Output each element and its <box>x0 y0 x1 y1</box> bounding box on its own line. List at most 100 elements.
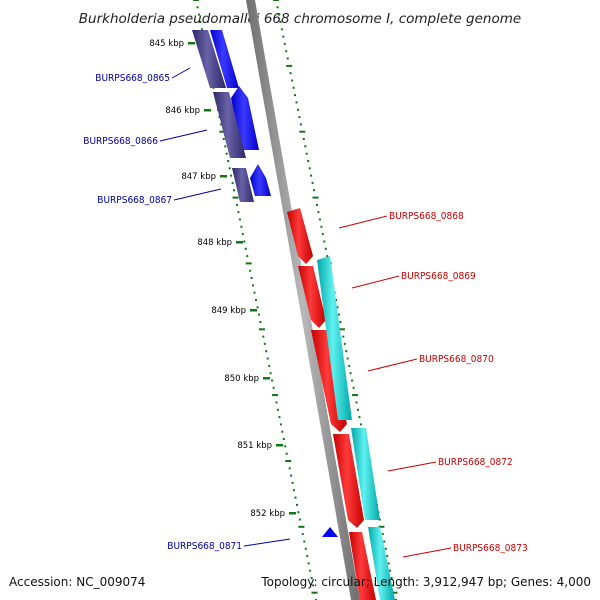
tick-mark <box>255 299 257 301</box>
tick-mark <box>219 123 222 126</box>
reverse-cds-track <box>287 208 376 600</box>
tick-mark <box>277 408 279 411</box>
tick-mark <box>233 189 235 192</box>
tick-mark <box>241 233 244 236</box>
tick-mark <box>310 174 313 177</box>
tick-mark <box>381 533 384 536</box>
gene-label[interactable]: BURPS668_0867 <box>97 195 172 206</box>
tick-mark <box>262 335 265 338</box>
tick-mark <box>357 408 359 411</box>
tick-mark <box>292 86 295 89</box>
tick-mark <box>275 401 278 404</box>
gene-label[interactable]: BURPS668_0868 <box>389 211 464 222</box>
tick-mark <box>272 386 275 389</box>
tick-mark <box>265 350 268 353</box>
gene-label-connector <box>171 67 191 79</box>
tick-mark <box>339 321 342 323</box>
tick-mark <box>273 0 279 1</box>
tick-mark <box>246 255 249 258</box>
tick-mark <box>294 94 296 97</box>
tick-mark <box>289 72 292 75</box>
kbp-scale: 845 kbp 846 kbp 847 kbp 848 kbp 849 kbp 850 k… <box>149 39 296 519</box>
tick-mark <box>299 130 306 133</box>
tick-mark <box>218 116 221 119</box>
tick-mark <box>307 160 310 162</box>
tick-mark <box>291 79 294 82</box>
tick-mark <box>384 547 387 550</box>
tick-mark <box>312 584 315 587</box>
tick-mark <box>249 269 252 272</box>
gene-label[interactable]: BURPS668_0872 <box>438 457 513 468</box>
tick-mark <box>279 21 282 23</box>
gene-label-connector <box>243 538 291 547</box>
tick-mark <box>321 233 324 236</box>
tick-mark <box>352 386 355 389</box>
gene-label[interactable]: BURPS668_0871 <box>167 541 242 552</box>
tick-mark <box>383 540 386 543</box>
tick-mark <box>253 291 256 294</box>
tick-mark <box>193 0 199 1</box>
tick-mark <box>310 577 313 579</box>
tick-mark <box>259 321 262 323</box>
tick-mark <box>348 364 351 367</box>
tick-mark <box>285 460 292 462</box>
tick-mark <box>278 416 281 419</box>
kbp-tick-label: 847 kbp <box>181 172 216 182</box>
gene-label-connector <box>338 215 388 229</box>
kbp-tick-mark <box>188 42 195 45</box>
tick-mark <box>225 152 228 155</box>
cds-feature <box>322 527 338 537</box>
tick-mark <box>311 591 318 594</box>
tick-mark <box>256 306 259 309</box>
gene-label[interactable]: BURPS668_0869 <box>401 271 476 282</box>
tick-mark <box>271 379 274 382</box>
tick-mark <box>285 50 288 53</box>
cds-feature <box>333 434 364 528</box>
tick-mark <box>282 438 285 440</box>
kbp-tick-label: 850 kbp <box>224 374 259 384</box>
gene-label[interactable]: BURPS668_0866 <box>83 136 158 147</box>
tick-mark <box>272 394 278 397</box>
tick-mark <box>266 357 269 360</box>
tick-mark <box>297 108 299 111</box>
tick-mark <box>318 218 321 221</box>
gene-label-connector <box>387 461 437 472</box>
gene-label-connector <box>367 358 418 372</box>
tick-mark <box>297 511 300 514</box>
tick-mark <box>296 503 298 506</box>
tick-mark <box>389 569 392 572</box>
tick-mark <box>305 152 308 155</box>
tick-mark <box>298 518 301 521</box>
tick-mark <box>311 181 314 184</box>
gene-label[interactable]: BURPS668_0873 <box>453 543 528 554</box>
kbp-tick-label: 846 kbp <box>165 106 200 116</box>
tick-mark <box>304 145 307 148</box>
cds-feature <box>349 532 376 600</box>
tick-mark <box>219 130 226 133</box>
gene-label[interactable]: BURPS668_0865 <box>95 73 170 84</box>
gene-label-connector <box>159 129 208 142</box>
tick-mark <box>338 328 345 331</box>
tick-mark <box>293 489 295 492</box>
tick-mark <box>283 42 286 45</box>
tick-mark <box>352 394 358 397</box>
tick-mark <box>280 28 283 31</box>
gene-feature <box>368 527 395 600</box>
tick-mark <box>307 562 310 565</box>
tick-mark <box>346 357 349 360</box>
tick-mark <box>313 189 315 192</box>
tick-mark <box>245 262 252 265</box>
tick-mark <box>224 145 227 148</box>
tick-mark <box>316 203 318 206</box>
kbp-tick-mark <box>250 309 257 312</box>
tick-mark <box>257 313 260 316</box>
gene-label-connector <box>351 275 400 289</box>
tick-mark <box>232 196 239 199</box>
tick-mark <box>263 342 266 345</box>
tick-mark <box>391 591 398 594</box>
gene-label[interactable]: BURPS668_0870 <box>419 354 494 365</box>
tick-mark <box>222 138 225 140</box>
reverse-gene-track <box>317 256 395 600</box>
tick-mark <box>306 555 309 558</box>
tick-mark <box>294 496 297 499</box>
